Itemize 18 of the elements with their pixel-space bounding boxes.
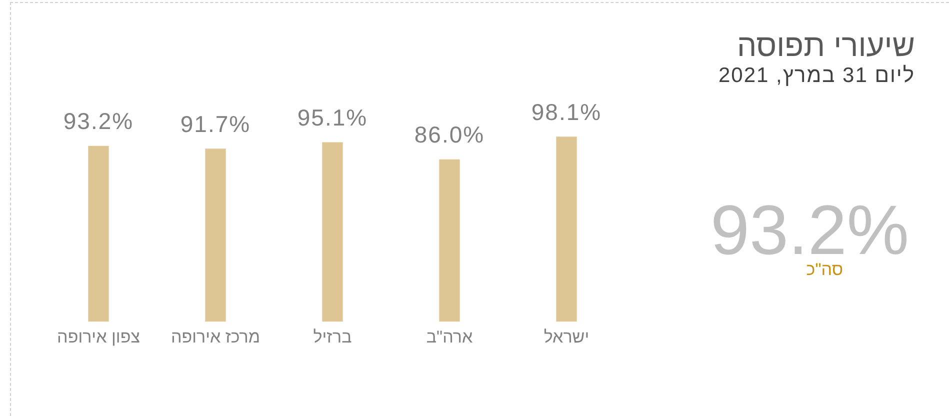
text: ליום 31 במרץ, 2021	[718, 64, 915, 88]
bar	[556, 136, 577, 322]
bar	[205, 148, 226, 322]
x-tick-label: ברזיל	[313, 327, 352, 346]
x-tick-label: ארה"ב	[426, 327, 473, 346]
x-tick-label: צפון אירופה	[57, 327, 140, 346]
text: שיעורי תפוסה	[736, 28, 915, 64]
x-tick-label: ישראל	[544, 327, 590, 346]
data-label: 93.2%	[63, 108, 134, 134]
data-label: 86.0%	[414, 122, 485, 148]
bar	[322, 142, 343, 322]
text: סה"כ	[806, 260, 843, 280]
data-label: 95.1%	[297, 104, 368, 130]
bar	[439, 159, 460, 322]
data-label: 98.1%	[531, 98, 602, 125]
x-tick-label: מרכז אירופה	[170, 327, 260, 346]
data-label: 91.7%	[180, 110, 251, 137]
bar	[88, 146, 109, 322]
